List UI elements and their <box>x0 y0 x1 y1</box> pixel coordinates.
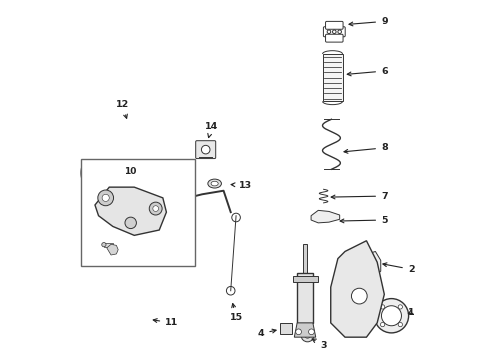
Circle shape <box>296 329 301 335</box>
FancyBboxPatch shape <box>323 27 345 37</box>
Circle shape <box>333 30 336 33</box>
Text: 1: 1 <box>408 308 415 317</box>
Polygon shape <box>311 210 340 223</box>
Circle shape <box>102 194 109 202</box>
Polygon shape <box>294 323 316 337</box>
Circle shape <box>98 190 114 206</box>
Circle shape <box>380 323 385 327</box>
Text: 13: 13 <box>231 181 251 190</box>
FancyBboxPatch shape <box>196 141 216 158</box>
Polygon shape <box>358 251 381 280</box>
Bar <box>293 276 318 282</box>
Circle shape <box>232 213 241 222</box>
Text: 11: 11 <box>153 318 178 327</box>
Text: 10: 10 <box>124 167 137 176</box>
Polygon shape <box>95 187 167 235</box>
FancyBboxPatch shape <box>325 34 343 42</box>
Circle shape <box>102 243 106 247</box>
Text: 6: 6 <box>347 67 388 76</box>
Text: 15: 15 <box>229 303 243 322</box>
Bar <box>297 273 313 323</box>
Circle shape <box>149 202 162 215</box>
FancyBboxPatch shape <box>325 21 343 29</box>
Circle shape <box>398 323 402 327</box>
Circle shape <box>380 305 385 309</box>
Circle shape <box>201 145 210 154</box>
Circle shape <box>153 206 159 211</box>
Text: 2: 2 <box>383 263 415 274</box>
Text: 4: 4 <box>258 329 276 338</box>
Circle shape <box>226 287 235 295</box>
Circle shape <box>338 30 342 33</box>
Ellipse shape <box>208 179 221 188</box>
Ellipse shape <box>211 181 218 186</box>
Text: 5: 5 <box>340 216 388 225</box>
Bar <box>322 54 343 102</box>
Text: 9: 9 <box>349 17 388 26</box>
Bar <box>280 323 292 334</box>
Circle shape <box>381 306 401 326</box>
Circle shape <box>351 288 367 304</box>
Bar <box>104 243 113 247</box>
Circle shape <box>301 329 314 342</box>
Circle shape <box>327 30 331 33</box>
Text: 12: 12 <box>116 100 129 118</box>
Text: 7: 7 <box>331 192 388 201</box>
Polygon shape <box>107 244 118 255</box>
Circle shape <box>365 266 372 273</box>
Text: 3: 3 <box>312 339 327 350</box>
Bar <box>81 158 195 266</box>
Circle shape <box>305 333 310 338</box>
Circle shape <box>374 298 409 333</box>
Circle shape <box>309 329 314 335</box>
Circle shape <box>125 217 136 229</box>
Text: 14: 14 <box>205 122 219 138</box>
Text: 8: 8 <box>344 143 388 153</box>
Polygon shape <box>331 241 384 337</box>
Bar <box>303 244 307 323</box>
Circle shape <box>398 305 402 309</box>
